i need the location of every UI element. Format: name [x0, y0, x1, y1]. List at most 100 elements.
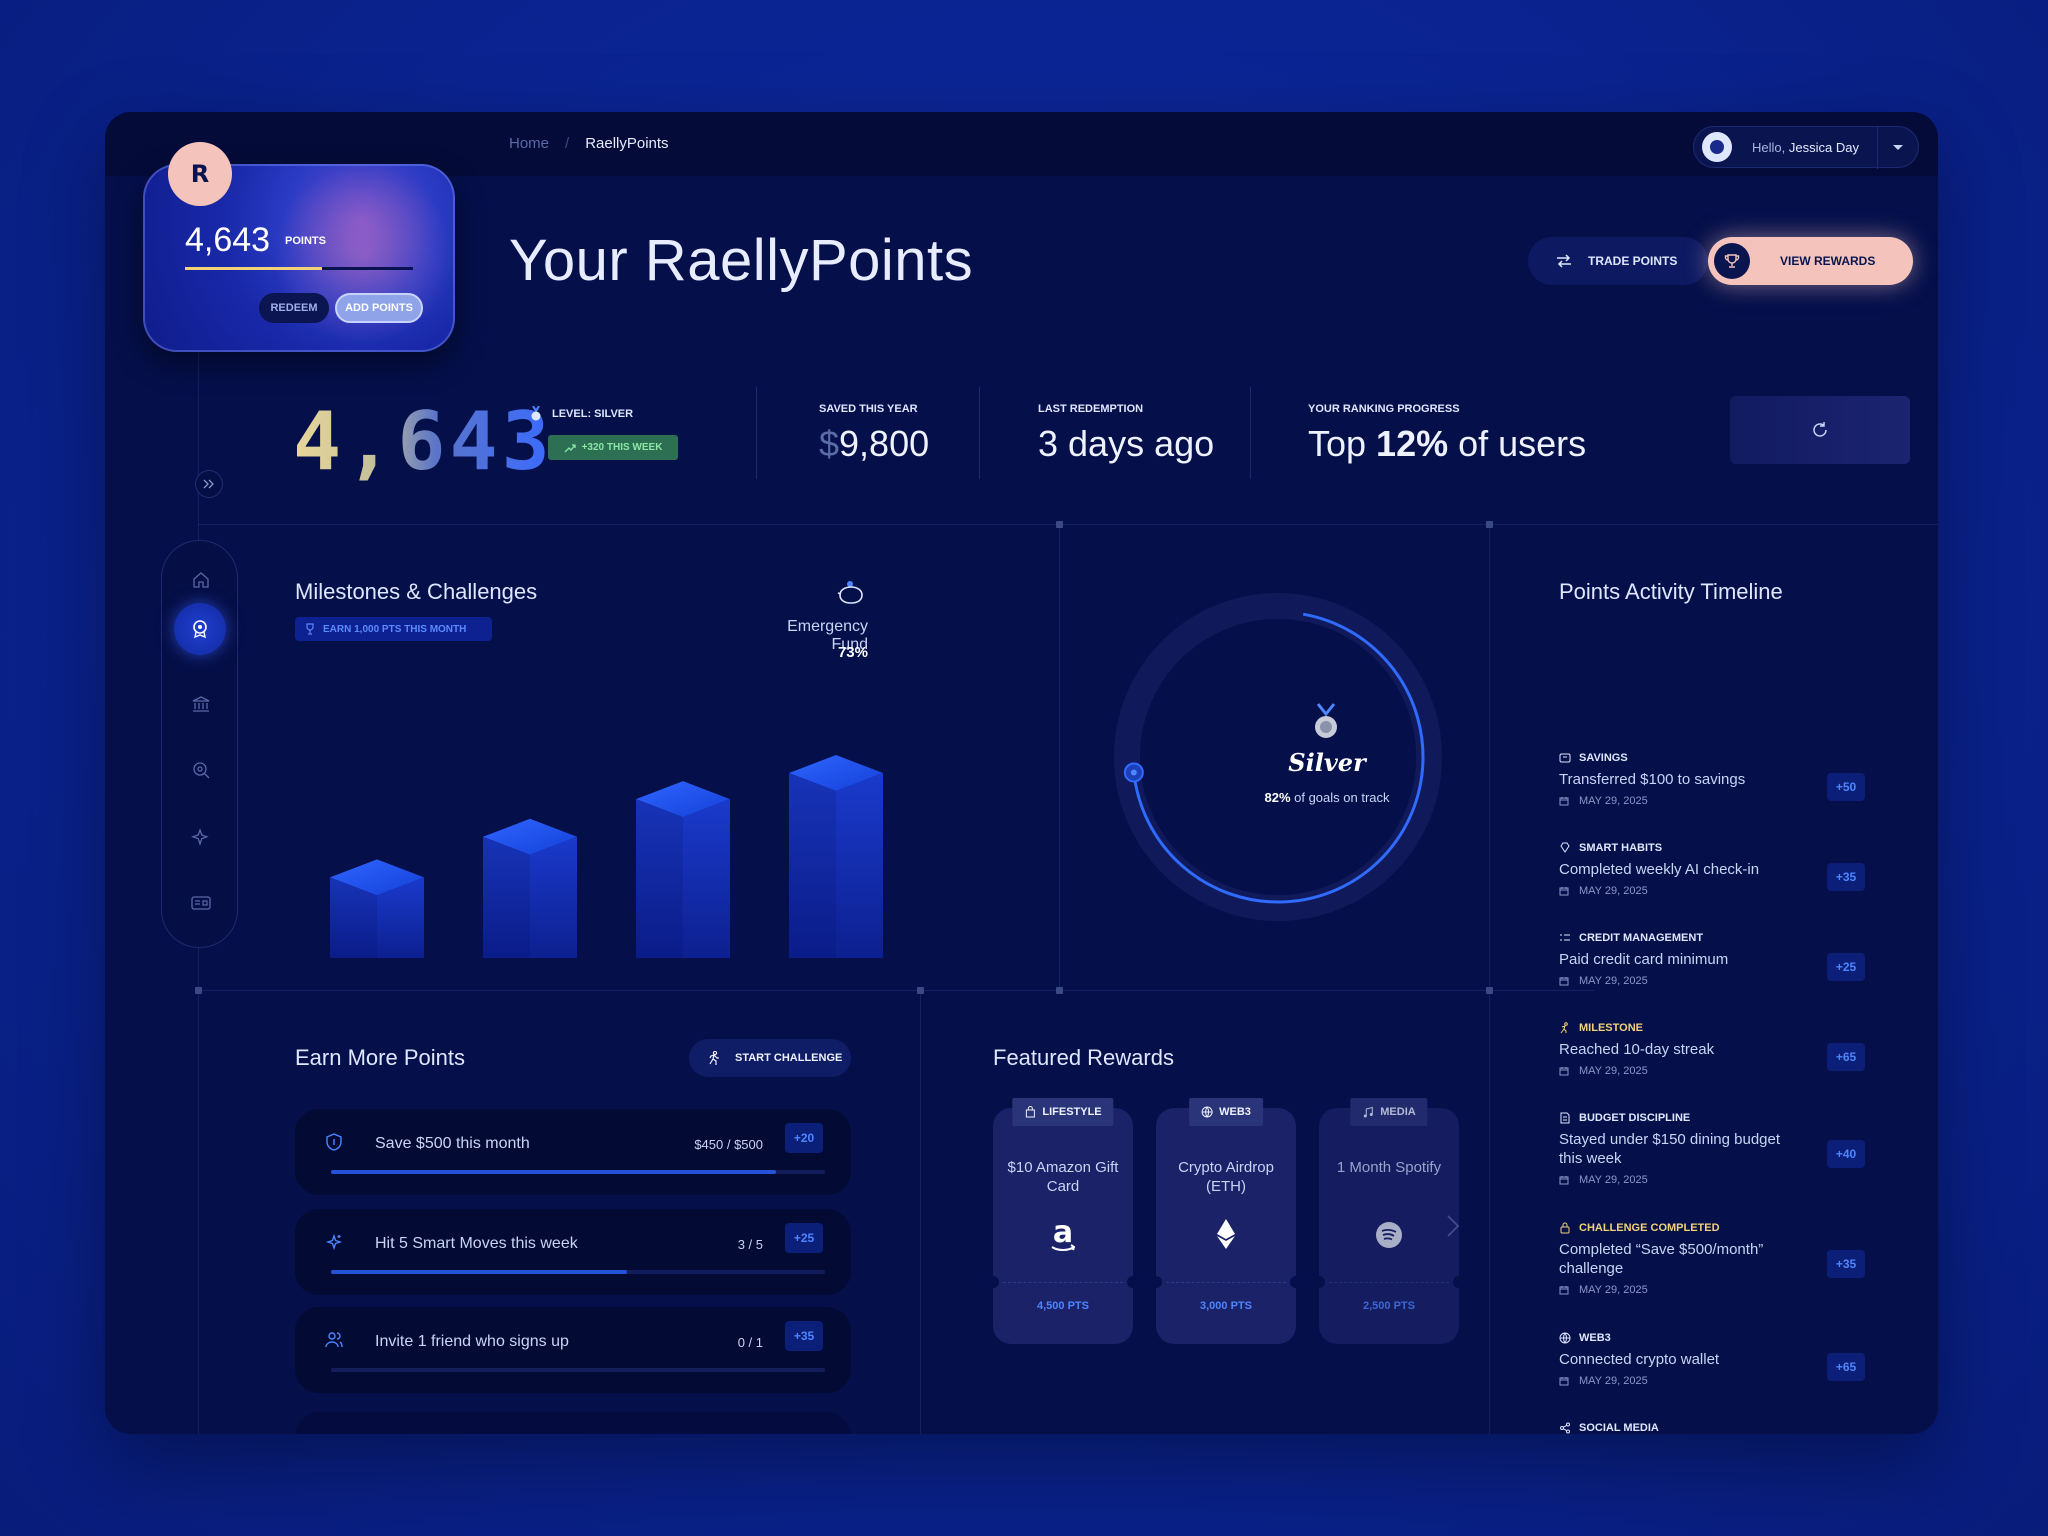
view-rewards-button[interactable]: VIEW REWARDS — [1708, 237, 1913, 285]
reward-tag-text: LIFESTYLE — [1042, 1106, 1102, 1118]
ranking-value: Top 12% of users — [1308, 423, 1586, 465]
timeline-points-badge: +65 — [1827, 1043, 1865, 1071]
grid-line — [920, 990, 921, 1434]
grid-line — [198, 524, 1938, 525]
refresh-button[interactable] — [1730, 396, 1910, 464]
breadcrumb-home[interactable]: Home — [509, 135, 550, 152]
sidebar-item-rewards[interactable] — [174, 603, 226, 655]
globe-icon — [1559, 1332, 1571, 1344]
reward-name: $10 Amazon Gift Card — [1007, 1159, 1119, 1195]
timeline-category: SOCIAL MEDIA — [1559, 1422, 1859, 1434]
calendar-icon — [1559, 1067, 1569, 1076]
timeline-points-badge: +35 — [1827, 863, 1865, 891]
timeline-date-text: MAY 29, 2025 — [1579, 795, 1648, 807]
grid-marker — [1486, 521, 1493, 528]
shield-icon — [326, 1133, 342, 1151]
timeline-date: MAY 29, 2025 — [1559, 1174, 1859, 1186]
sidebar-item-cards[interactable] — [186, 888, 216, 918]
start-challenge-button[interactable]: START CHALLENGE — [689, 1039, 851, 1077]
ticket-notch — [1290, 1276, 1302, 1288]
challenge-points-badge: +25 — [785, 1223, 823, 1253]
grid-line — [1059, 524, 1060, 990]
last-redemption: LAST REDEMPTION 3 days ago — [1038, 403, 1214, 465]
runner-icon — [1560, 1022, 1568, 1034]
challenge-name: Hit 5 Smart Moves this week — [375, 1235, 578, 1252]
timeline-description: Stayed under $150 dining budget this wee… — [1559, 1131, 1781, 1167]
points-card: 4,643 POINTS REDEEM ADD POINTS — [143, 164, 455, 352]
timeline-category-text: SAVINGS — [1579, 752, 1628, 764]
milestone-bar — [330, 859, 424, 958]
chevron-down-icon[interactable] — [1893, 145, 1903, 150]
reward-tag: WEB3 — [1189, 1098, 1263, 1126]
timeline-category-text: CHALLENGE COMPLETED — [1579, 1222, 1720, 1234]
timeline-date-text: MAY 29, 2025 — [1579, 975, 1648, 987]
brand-logo[interactable]: R — [168, 142, 232, 206]
svg-text:a: a — [1053, 1218, 1073, 1250]
trade-points-button[interactable]: TRADE POINTS — [1528, 237, 1708, 285]
sidebar-item-bank[interactable] — [186, 689, 216, 719]
timeline-date: MAY 29, 2025 — [1559, 975, 1859, 987]
timeline-date-text: MAY 29, 2025 — [1579, 885, 1648, 897]
trend-up-icon — [564, 443, 576, 452]
card-points: 4,643 — [185, 221, 271, 259]
ranking-suffix: of users — [1448, 423, 1587, 464]
avatar — [1702, 132, 1732, 162]
redeem-button[interactable]: REDEEM — [259, 293, 329, 323]
level-text: LEVEL: SILVER — [552, 408, 634, 420]
sidebar-item-insights[interactable] — [186, 755, 216, 785]
runner-icon — [709, 1051, 719, 1065]
divider — [1877, 127, 1878, 169]
sidebar — [161, 540, 238, 948]
timeline-category-text: WEB3 — [1579, 1332, 1611, 1344]
sidebar-item-home[interactable] — [186, 565, 216, 595]
challenge-row[interactable]: Invite 1 friend who signs up 0 / 1 +35 — [295, 1307, 851, 1393]
bag-icon — [1025, 1106, 1035, 1118]
challenge-row[interactable]: Save $500 this month $450 / $500 +20 — [295, 1109, 851, 1195]
user-menu[interactable]: Hello, Jessica Day — [1693, 126, 1919, 169]
grid-marker — [917, 987, 924, 994]
challenge-progress-fill — [331, 1270, 628, 1274]
milestone-bar — [789, 755, 883, 958]
reward-card[interactable]: MEDIA 1 Month Spotify 2,500 PTS — [1313, 1098, 1465, 1344]
timeline-date-text: MAY 29, 2025 — [1579, 1284, 1648, 1296]
timeline-date: MAY 29, 2025 — [1559, 795, 1859, 807]
calendar-icon — [1559, 797, 1569, 806]
search-icon — [193, 762, 210, 779]
add-points-button[interactable]: ADD POINTS — [335, 293, 423, 323]
timeline-date: MAY 29, 2025 — [1559, 885, 1859, 897]
trade-points-label: TRADE POINTS — [1588, 254, 1678, 268]
diamond-icon — [1560, 842, 1570, 853]
milestone-bar — [483, 818, 577, 958]
milestones-title: Milestones & Challenges — [295, 579, 538, 604]
piggy-bank-icon — [837, 581, 863, 604]
challenge-progress-text: 3 / 5 — [737, 1237, 763, 1252]
timeline-description: Reached 10-day streak — [1559, 1041, 1715, 1058]
ring-track — [1114, 593, 1442, 921]
challenge-progress-bar — [331, 1270, 825, 1274]
reward-card[interactable]: WEB3 Crypto Airdrop (ETH) 3,000 PTS — [1150, 1098, 1302, 1344]
timeline-category-text: CREDIT MANAGEMENT — [1579, 932, 1704, 944]
emergency-fund-label: Emergency Fund — [787, 618, 868, 653]
card-points-label: POINTS — [285, 235, 326, 247]
trophy-icon — [306, 623, 314, 635]
breadcrumb-current: RaellyPoints — [585, 135, 669, 152]
card-progress-fill — [185, 267, 322, 270]
weekly-gain-badge: +320 THIS WEEK — [548, 435, 678, 460]
challenge-row[interactable]: Hit 5 Smart Moves this week 3 / 5 +25 — [295, 1209, 851, 1295]
timeline-points-badge: +25 — [1827, 953, 1865, 981]
ticket-divider — [1329, 1282, 1449, 1283]
timeline-item: CHALLENGE COMPLETED Completed “Save $500… — [1559, 1222, 1859, 1296]
timeline-date-text: MAY 29, 2025 — [1579, 1174, 1648, 1186]
calendar-icon — [1559, 1377, 1569, 1386]
featured-rewards-title: Featured Rewards — [993, 1045, 1174, 1070]
reward-card[interactable]: LIFESTYLE $10 Amazon Gift Card a 4,500 P… — [987, 1098, 1139, 1344]
expand-sidebar-button[interactable] — [195, 470, 223, 498]
sidebar-item-ai[interactable] — [186, 822, 216, 852]
timeline-points-badge: +65 — [1827, 1353, 1865, 1381]
timeline-category-text: SMART HABITS — [1579, 842, 1663, 854]
calendar-icon — [1559, 1286, 1569, 1295]
milestone-bars — [330, 755, 883, 958]
challenge-points-badge: +20 — [785, 1123, 823, 1153]
reward-name: 1 Month Spotify — [1336, 1159, 1442, 1176]
saved-label: SAVED THIS YEAR — [819, 403, 918, 415]
